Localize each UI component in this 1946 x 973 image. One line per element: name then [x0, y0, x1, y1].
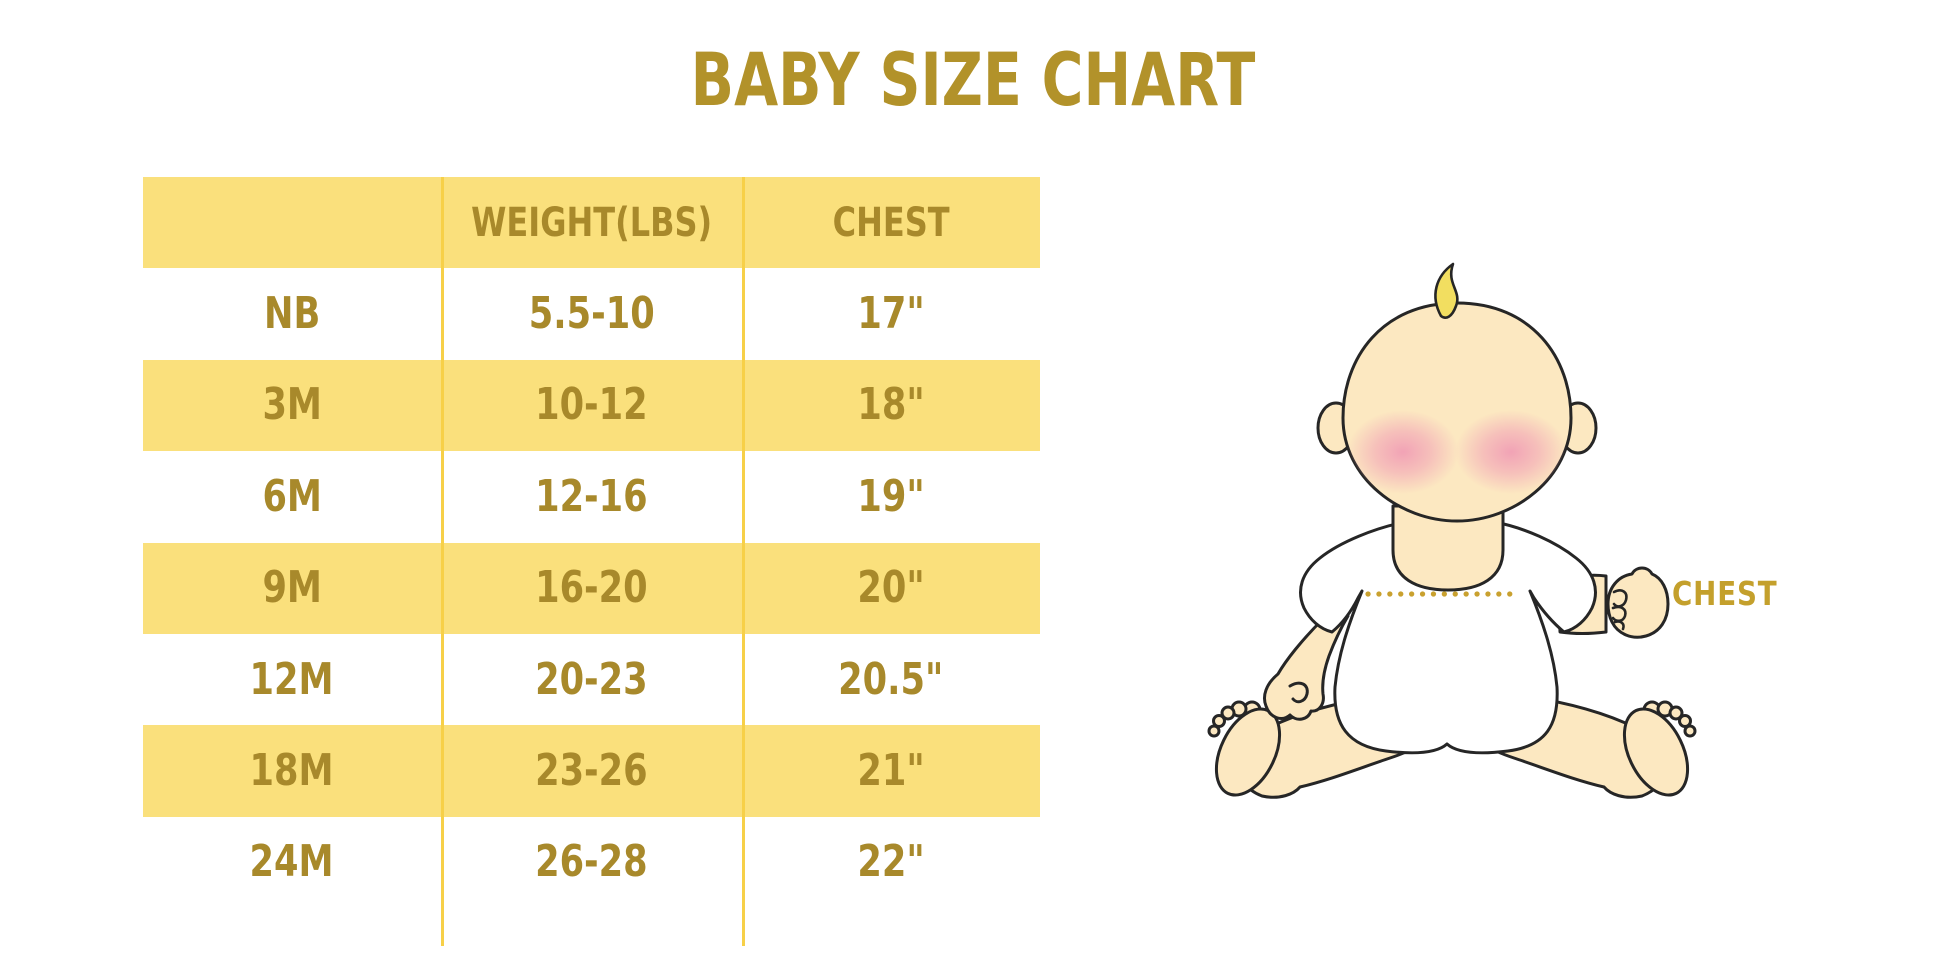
weight-cell: 10-12: [535, 379, 648, 431]
baby-right-fist: [1606, 566, 1670, 639]
size-cell: 12M: [249, 653, 334, 705]
size-cell: 24M: [249, 836, 334, 888]
header-size-cell: [143, 177, 441, 268]
column-divider-1: [441, 177, 444, 946]
baby-left-hand-curl: [1288, 681, 1309, 704]
chest-cell: 21": [857, 745, 925, 797]
size-cell: 6M: [262, 470, 322, 522]
baby-neck: [1391, 504, 1505, 592]
baby-hair-tuft: [1434, 262, 1459, 319]
weight-cell: 26-28: [535, 836, 648, 888]
weight-cell: 20-23: [535, 653, 648, 705]
chest-cell: 20.5": [838, 653, 944, 705]
size-cell: 3M: [262, 379, 322, 431]
baby-left-arm: [1263, 614, 1350, 721]
weight-cell: 12-16: [535, 470, 648, 522]
page-title: BABY SIZE CHART: [690, 38, 1256, 123]
table-row: 6M 12-16 19": [143, 451, 1040, 543]
baby-onesie: [1299, 516, 1597, 755]
size-cell: 18M: [249, 745, 334, 797]
weight-cell: 5.5-10: [528, 288, 655, 340]
table-row: 3M 10-12 18": [143, 359, 1040, 452]
header-weight-cell: WEIGHT(LBS): [470, 199, 713, 246]
size-cell: NB: [263, 288, 321, 340]
weight-cell: 16-20: [535, 562, 648, 614]
column-divider-2: [742, 177, 745, 946]
table-row: 24M 26-28 22": [143, 816, 1040, 909]
chest-cell: 22": [857, 836, 925, 888]
chest-cell: 20": [857, 562, 925, 614]
header-chest-cell: CHEST: [832, 199, 950, 246]
table-row: 9M 16-20 20": [143, 542, 1040, 634]
size-table-body: NB 5.5-10 17" 3M 10-12 18" 6M 12-16 19" …: [143, 268, 1040, 909]
table-row: NB 5.5-10 17": [143, 268, 1040, 360]
size-table: WEIGHT(LBS) CHEST NB 5.5-10 17" 3M 10-12…: [143, 177, 1040, 909]
chest-cell: 17": [857, 288, 925, 340]
table-row: 12M 20-23 20.5": [143, 633, 1040, 726]
baby-right-cheek: [1455, 410, 1567, 494]
chest-cell: 18": [857, 379, 925, 431]
baby-fist-finger-curls: [1611, 589, 1628, 631]
size-cell: 9M: [262, 562, 322, 614]
table-header-row: WEIGHT(LBS) CHEST: [143, 177, 1040, 269]
table-row: 18M 23-26 21": [143, 725, 1040, 817]
baby-left-cheek: [1347, 410, 1459, 494]
baby-illustration: [1207, 262, 1697, 799]
weight-cell: 23-26: [535, 745, 648, 797]
baby-right-foot: [1622, 707, 1690, 797]
chest-cell: 19": [857, 470, 925, 522]
chest-label: CHEST: [1672, 574, 1778, 613]
